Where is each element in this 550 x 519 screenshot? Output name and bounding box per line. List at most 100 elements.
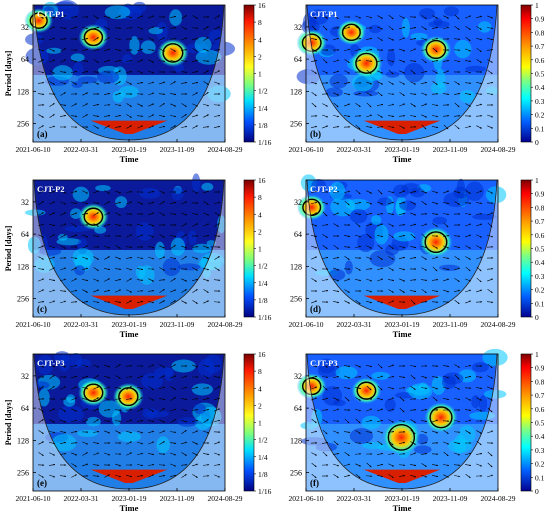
phase-arrow xyxy=(399,59,406,63)
phase-arrow xyxy=(420,420,428,423)
phase-arrow xyxy=(377,201,384,205)
phase-arrow xyxy=(71,81,77,85)
phase-arrow xyxy=(82,37,89,40)
phase-arrow xyxy=(311,201,318,205)
phase-arrow xyxy=(388,375,395,378)
phase-arrow xyxy=(92,115,100,118)
phase-arrow xyxy=(431,290,439,293)
phase-arrow xyxy=(126,114,132,118)
phase-arrow xyxy=(377,408,384,412)
phase-arrow xyxy=(82,26,89,30)
phase-arrow xyxy=(442,301,450,304)
phase-arrow xyxy=(115,474,122,478)
x-tick-label: 2022-03-31 xyxy=(337,320,372,329)
phase-arrow xyxy=(365,48,373,51)
phase-arrow xyxy=(126,278,132,282)
phase-arrow xyxy=(37,81,45,84)
phase-arrow xyxy=(388,103,395,107)
texture-patch xyxy=(362,441,385,450)
phase-arrow xyxy=(115,48,122,52)
x-tick-label: 2024-08-29 xyxy=(208,494,243,503)
y-tick-label: 256 xyxy=(17,295,29,304)
phase-arrow xyxy=(71,289,78,292)
phase-arrow xyxy=(181,441,188,445)
phase-arrow xyxy=(82,386,89,390)
phase-arrow xyxy=(181,103,187,107)
phase-arrow xyxy=(202,474,210,477)
phase-arrow xyxy=(366,201,373,205)
phase-arrow xyxy=(486,301,494,304)
phase-arrow xyxy=(464,213,472,216)
phase-arrow xyxy=(38,419,44,423)
phase-arrow xyxy=(366,190,372,194)
phase-arrow xyxy=(104,37,110,41)
phase-arrow xyxy=(60,15,66,19)
phase-arrow xyxy=(103,114,111,117)
phase-arrow xyxy=(366,408,373,412)
phase-arrow xyxy=(60,300,67,304)
phase-arrow xyxy=(454,364,460,368)
phase-arrow xyxy=(476,397,482,401)
phase-arrow xyxy=(170,386,176,390)
phase-arrow xyxy=(399,15,405,19)
phase-arrow xyxy=(192,441,198,445)
phase-arrow xyxy=(344,418,350,424)
texture-patch xyxy=(430,82,447,94)
phase-arrow xyxy=(137,223,144,227)
texture-patch xyxy=(57,233,68,241)
texture-patch xyxy=(477,21,492,33)
phase-arrow xyxy=(180,463,188,466)
phase-arrow xyxy=(454,191,461,194)
phase-arrow xyxy=(60,364,67,368)
phase-arrow xyxy=(38,430,44,434)
phase-arrow xyxy=(203,201,209,205)
y-tick-label: 128 xyxy=(290,87,302,96)
phase-arrow xyxy=(343,115,351,118)
phase-arrow xyxy=(192,223,198,227)
colorbar xyxy=(520,4,532,143)
phase-arrow xyxy=(454,289,461,293)
phase-arrow xyxy=(377,430,384,434)
phase-arrow xyxy=(115,256,122,260)
phase-arrow xyxy=(432,256,439,260)
phase-arrow xyxy=(181,300,187,304)
colorbar-tick-label: 0.7 xyxy=(535,391,545,400)
phase-arrow xyxy=(410,374,416,380)
phase-arrow xyxy=(476,408,483,412)
phase-arrow xyxy=(148,300,155,304)
phase-arrow xyxy=(71,212,78,216)
phase-arrow xyxy=(148,420,155,423)
colorbar-tick-label: 0.6 xyxy=(535,231,545,240)
phase-arrow xyxy=(192,289,198,293)
long-period-wedge xyxy=(363,295,441,309)
cone-of-influence xyxy=(33,354,225,491)
phase-arrow xyxy=(214,81,221,85)
phase-arrow xyxy=(71,463,77,467)
phase-arrow xyxy=(148,397,154,401)
phase-arrow xyxy=(203,245,210,249)
phase-arrow xyxy=(333,223,339,227)
phase-arrow xyxy=(322,278,329,281)
phase-arrow xyxy=(192,267,198,271)
phase-arrow xyxy=(148,223,155,227)
texture-patch xyxy=(378,197,392,206)
colorbar xyxy=(520,353,532,492)
series-label: CJT-P3 xyxy=(310,358,338,368)
x-tick-label: 2021-06-10 xyxy=(16,320,51,329)
phase-arrow xyxy=(399,92,405,96)
phase-arrow xyxy=(82,114,88,118)
phase-arrow xyxy=(126,430,133,434)
phase-arrow xyxy=(125,375,133,378)
phase-arrow xyxy=(421,26,427,30)
texture-patch xyxy=(384,398,396,412)
phase-arrow xyxy=(476,256,483,260)
phase-arrow xyxy=(49,59,56,63)
phase-arrow xyxy=(442,114,450,117)
phase-arrow xyxy=(355,397,361,401)
texture-patch xyxy=(459,89,475,103)
phase-arrow xyxy=(115,92,122,96)
phase-arrow xyxy=(454,60,461,63)
significance-contour xyxy=(355,52,378,74)
phase-arrow xyxy=(60,114,67,117)
